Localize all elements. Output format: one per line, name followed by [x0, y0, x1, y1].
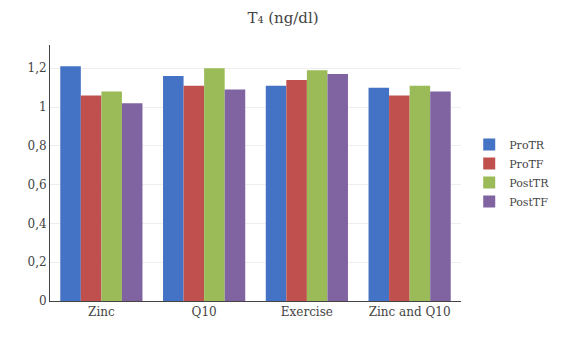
svg-text:PostTF: PostTF	[509, 196, 548, 209]
svg-text:T₄ (ng/dl): T₄ (ng/dl)	[247, 9, 318, 27]
svg-text:PostTR: PostTR	[509, 177, 549, 190]
svg-text:0,4: 0,4	[28, 217, 47, 231]
svg-text:1,2: 1,2	[28, 61, 47, 75]
svg-text:0: 0	[39, 294, 47, 308]
svg-text:0,6: 0,6	[28, 178, 47, 192]
svg-text:ProTR: ProTR	[509, 139, 545, 152]
svg-text:ProTF: ProTF	[509, 158, 544, 171]
svg-text:1: 1	[39, 100, 47, 114]
svg-text:Zinc and Q10: Zinc and Q10	[369, 305, 451, 319]
svg-text:Exercise: Exercise	[281, 305, 333, 319]
svg-text:Q10: Q10	[192, 305, 217, 319]
svg-text:0,8: 0,8	[28, 139, 47, 153]
svg-text:Zinc: Zinc	[88, 305, 115, 319]
svg-text:0,2: 0,2	[28, 255, 47, 269]
